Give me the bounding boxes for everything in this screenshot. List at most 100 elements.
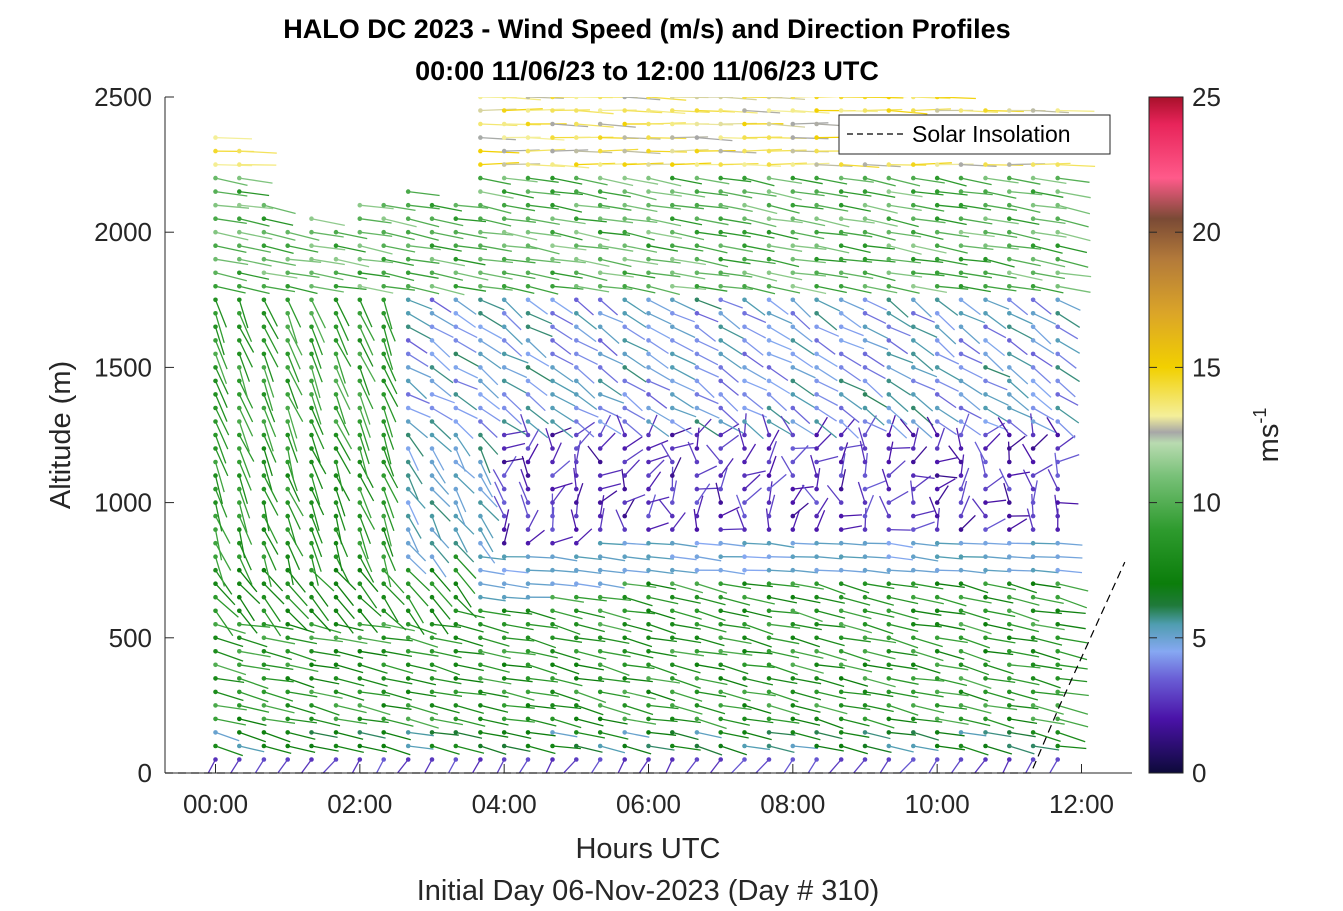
wind-barb-dot [670, 554, 675, 559]
wind-barb [768, 393, 788, 412]
wind-barb-dot [213, 581, 218, 586]
wind-barb-dot [694, 500, 700, 505]
wind-barb-dot [453, 757, 459, 762]
wind-barb [624, 664, 655, 670]
wind-barb [552, 312, 574, 326]
wind-barb [287, 542, 301, 571]
wind-barb [287, 704, 316, 715]
wind-barb-dot [1030, 676, 1036, 681]
wind-barb-dot [525, 351, 531, 357]
wind-barb-dot [405, 716, 411, 722]
wind-barb [504, 442, 526, 450]
wind-barb [648, 691, 676, 702]
wind-barb-dot [453, 324, 459, 330]
wind-barb [383, 313, 396, 342]
wind-barb-dot [934, 554, 940, 559]
wind-barb-dot [766, 351, 772, 357]
wind-barb-dot [550, 594, 555, 600]
wind-barb-dot [550, 378, 555, 384]
wind-barb [720, 150, 757, 154]
wind-barb [359, 299, 373, 328]
wind-barb [527, 148, 566, 152]
wind-barb [744, 326, 767, 339]
wind-barb-dot [525, 365, 531, 370]
wind-barb [792, 353, 814, 369]
wind-barb-dot [983, 229, 988, 235]
wind-barb-dot [862, 676, 868, 681]
wind-barb-dot [790, 446, 796, 451]
wind-barb [672, 596, 701, 604]
wind-barb-dot [405, 338, 411, 343]
wind-barb [239, 623, 271, 628]
wind-barb [696, 393, 719, 405]
wind-barb [504, 218, 536, 223]
wind-barb-dot [1030, 527, 1036, 532]
wind-barb [912, 339, 935, 357]
wind-barb-dot [333, 594, 339, 600]
wind-barb [624, 353, 646, 369]
wind-barb-dot [838, 662, 844, 668]
wind-barb [985, 393, 1009, 406]
wind-barb [575, 421, 595, 436]
wind-barb-dot [766, 148, 772, 154]
wind-barb [647, 471, 662, 490]
wind-barb-dot [405, 513, 411, 519]
wind-barb [492, 469, 505, 490]
wind-barb [624, 494, 646, 504]
wind-barb-dot [550, 202, 555, 208]
wind-barb-dot [597, 716, 603, 722]
wind-barb [913, 326, 938, 338]
wind-barb [888, 339, 909, 355]
wind-barb-dot [1055, 554, 1060, 559]
wind-barb-dot [1007, 270, 1012, 276]
wind-barb [263, 650, 292, 661]
wind-barb-dot [478, 635, 483, 641]
wind-barb [214, 448, 229, 477]
wind-barb [335, 475, 351, 502]
wind-barb [527, 190, 561, 196]
wind-barb [864, 704, 894, 713]
wind-barb [744, 272, 778, 282]
wind-barb [335, 448, 351, 475]
wind-barb-dot [718, 419, 723, 424]
wind-barb-dot [213, 635, 218, 641]
wind-barb [431, 299, 452, 313]
wind-barb [600, 272, 634, 278]
wind-barb [504, 231, 538, 241]
wind-barb [913, 366, 938, 378]
wind-barb [480, 731, 509, 738]
wind-barb-dot [886, 338, 892, 343]
wind-barb [888, 441, 894, 463]
wind-barb-dot [381, 256, 387, 262]
wind-barb-dot [1055, 649, 1060, 654]
wind-barb-dot [333, 649, 339, 654]
wind-barb [215, 664, 247, 676]
wind-barb-dot [670, 324, 675, 330]
wind-barb [706, 444, 722, 463]
wind-barb-dot [381, 324, 387, 330]
wind-barb [1057, 231, 1091, 242]
wind-barb-dot [911, 473, 916, 478]
wind-barb [431, 745, 460, 755]
wind-barb [335, 596, 355, 620]
wind-barb-dot [766, 135, 772, 140]
wind-barb [263, 677, 294, 683]
wind-barb [455, 556, 477, 579]
wind-barb [888, 637, 919, 649]
wind-barb-dot [357, 243, 363, 248]
wind-barb [671, 393, 694, 409]
wind-barb [624, 745, 652, 755]
wind-barb-dot [405, 284, 411, 289]
wind-barb-dot [814, 378, 819, 384]
wind-barb-dot [309, 473, 314, 478]
wind-barb [383, 650, 413, 658]
wind-barb-dot [886, 216, 892, 221]
wind-barb-dot [766, 581, 772, 586]
wind-barb-dot [550, 513, 555, 519]
wind-barb [496, 759, 505, 773]
wind-barb-dot [934, 162, 940, 167]
wind-barb-dot [742, 189, 747, 194]
wind-barb [576, 637, 606, 643]
wind-barb [1032, 434, 1049, 449]
wind-barb-dot [718, 229, 723, 235]
